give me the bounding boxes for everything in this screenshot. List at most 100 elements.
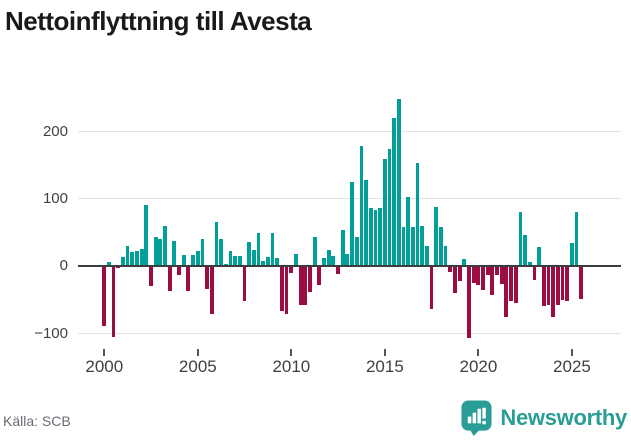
bar-2019-Q1 (457, 267, 462, 282)
bar-2000-Q4 (116, 267, 121, 269)
bar-2003-Q3 (167, 267, 172, 291)
bar-2024-Q2 (555, 267, 560, 306)
bar-2022-Q2 (518, 211, 523, 266)
bar-2001-Q4 (135, 250, 139, 266)
zero-baseline (78, 264, 621, 267)
bar-2001-Q2 (125, 245, 130, 266)
bar-2008-Q3 (261, 260, 266, 266)
bar-2000-Q1 (102, 267, 107, 326)
bar-2010-Q2 (294, 254, 298, 266)
bar-2023-Q2 (537, 246, 542, 266)
y-axis-label-200: 200 (42, 122, 68, 140)
bar-2023-Q3 (541, 267, 546, 307)
bar-2024-Q1 (551, 267, 556, 317)
bar-2009-Q1 (270, 233, 275, 266)
bar-2012-Q3 (336, 267, 340, 274)
bar-2015-Q4 (396, 99, 401, 266)
bar-2016-Q1 (401, 226, 406, 266)
bar-2024-Q3 (560, 267, 565, 301)
bar-2025-Q1 (569, 242, 574, 266)
x-axis-label-2025: 2025 (553, 357, 591, 376)
bar-2008-Q2 (256, 233, 261, 266)
x-axis-label-2015: 2015 (365, 357, 404, 376)
bar-2004-Q3 (186, 267, 191, 291)
bar-2009-Q3 (280, 267, 284, 311)
x-axis-tick-2010 (290, 349, 293, 356)
bar-2005-Q1 (195, 250, 200, 266)
bar-2023-Q4 (546, 267, 551, 305)
bar-2015-Q1 (382, 158, 387, 266)
newsworthy-wordmark: Newsworthy (500, 404, 627, 430)
bar-2022-Q3 (523, 235, 527, 266)
bar-2022-Q1 (513, 267, 518, 303)
bar-2021-Q3 (504, 267, 509, 317)
bar-2000-Q3 (111, 267, 116, 338)
x-axis-tick-2005 (196, 349, 199, 356)
bar-2010-Q4 (303, 267, 308, 305)
bar-2001-Q1 (121, 256, 125, 266)
bar-2021-Q1 (495, 267, 499, 276)
x-axis-label-2005: 2005 (178, 357, 217, 376)
bar-2004-Q4 (191, 254, 195, 266)
bar-2023-Q1 (532, 267, 537, 280)
bar-2011-Q4 (322, 257, 326, 266)
bar-chart-speech-bubble-icon (460, 399, 493, 436)
bar-2004-Q1 (177, 267, 181, 276)
bar-2022-Q4 (527, 262, 532, 266)
y-axis-label--100: −100 (34, 324, 68, 342)
bar-chart-plot-area: 200 100 0 −100 2000 2005 2010 2015 2020 2025 (34, 99, 621, 376)
bar-2006-Q1 (214, 221, 219, 266)
bar-2005-Q3 (205, 267, 209, 290)
bar-2014-Q2 (368, 208, 373, 266)
bar-2009-Q4 (284, 267, 289, 314)
source-caption: Källa: SCB (3, 413, 71, 429)
chart-title: Nettoinflyttning till Avesta (5, 6, 312, 36)
x-axis-tick-2020 (477, 349, 480, 356)
bar-2006-Q4 (228, 250, 233, 266)
bar-2013-Q3 (354, 237, 359, 266)
gridline--100 (78, 333, 621, 334)
x-axis-tick-2025 (570, 349, 573, 356)
bar-2017-Q2 (424, 245, 429, 266)
bar-2012-Q1 (326, 250, 331, 266)
bar-2003-Q1 (158, 238, 163, 266)
bar-2017-Q1 (420, 225, 425, 266)
bar-2020-Q1 (476, 267, 481, 285)
newsworthy-logo[interactable]: Newsworthy (460, 399, 627, 436)
bar-2016-Q2 (406, 197, 411, 266)
bar-2025-Q2 (574, 211, 579, 266)
bar-2011-Q3 (317, 267, 322, 286)
bar-2020-Q3 (485, 267, 490, 276)
bar-2006-Q2 (219, 238, 223, 266)
bar-2014-Q3 (373, 209, 378, 266)
bar-2010-Q3 (298, 267, 303, 306)
bar-2019-Q4 (471, 267, 476, 283)
bar-2000-Q2 (106, 262, 111, 266)
bar-2007-Q2 (237, 255, 242, 266)
bar-2014-Q4 (378, 207, 383, 266)
bar-2003-Q2 (163, 225, 167, 266)
x-axis-tick-2000 (103, 349, 106, 356)
x-axis-tick-2015 (383, 349, 386, 356)
bar-2011-Q1 (308, 267, 312, 292)
bar-2002-Q4 (153, 237, 158, 266)
bar-2002-Q3 (149, 267, 153, 286)
bar-2015-Q2 (387, 149, 392, 266)
bar-2013-Q4 (359, 145, 364, 266)
bar-2008-Q4 (265, 256, 270, 266)
x-axis-label-2000: 2000 (85, 357, 124, 376)
bar-2015-Q3 (392, 118, 397, 266)
bar-2010-Q1 (289, 267, 294, 274)
y-axis-label-0: 0 (59, 257, 68, 275)
bar-2025-Q3 (579, 267, 584, 300)
gridline-100 (78, 198, 621, 200)
bar-2001-Q3 (130, 251, 135, 266)
bar-2008-Q1 (251, 250, 256, 266)
x-axis-label-2020: 2020 (459, 357, 498, 376)
bar-2003-Q4 (172, 240, 177, 266)
bar-2016-Q3 (410, 226, 415, 266)
bar-2007-Q3 (242, 267, 247, 302)
bar-2007-Q4 (247, 242, 252, 266)
x-axis-label-2010: 2010 (272, 357, 311, 376)
bar-2019-Q3 (467, 267, 471, 338)
